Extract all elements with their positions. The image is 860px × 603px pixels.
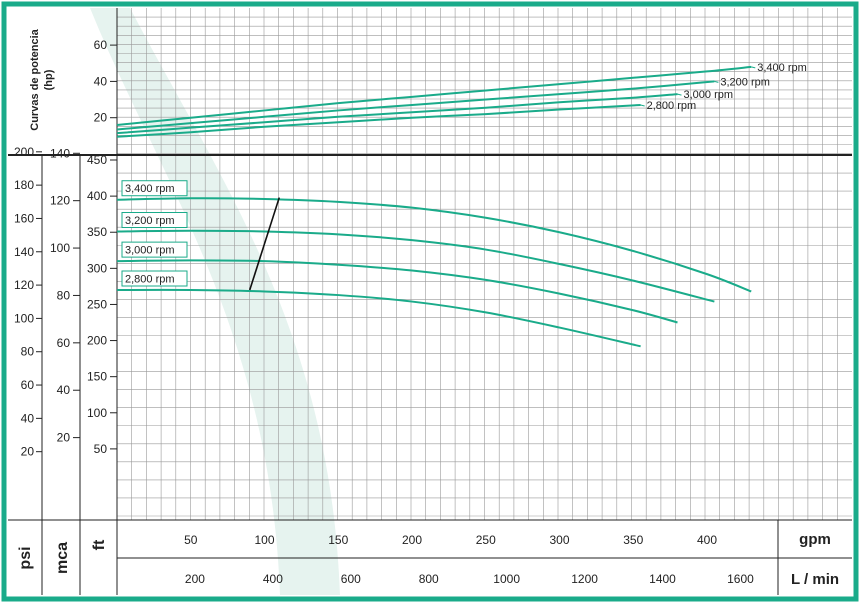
ft-tick-label: 450	[87, 153, 107, 167]
lmin-tick-label: 1400	[649, 572, 676, 586]
mca-tick-label: 80	[57, 288, 71, 302]
power-y-tick-label: 40	[94, 74, 108, 88]
power-y-tick-label: 20	[94, 111, 108, 125]
power-curve-leader	[677, 93, 682, 96]
mca-axis-label: mca	[54, 542, 71, 574]
head-curve-label-box	[121, 212, 188, 229]
psi-tick-label: 80	[21, 345, 35, 359]
power-axis-unit: (hp)	[43, 69, 55, 90]
gpm-tick-label: 200	[402, 533, 422, 547]
head-curve-label: 3,200 rpm	[125, 215, 175, 227]
lmin-axis-label: L / min	[791, 571, 839, 588]
gpm-tick-label: 250	[476, 533, 496, 547]
lmin-tick-label: 1600	[727, 572, 754, 586]
gpm-tick-label: 50	[184, 533, 198, 547]
ft-tick-label: 400	[87, 189, 107, 203]
ft-tick-label: 150	[87, 370, 107, 384]
power-curve-leader	[751, 66, 756, 69]
head-curve-3200	[116, 229, 715, 303]
head-curve-3400	[116, 197, 752, 293]
power-curve-3000	[116, 93, 678, 135]
psi-tick-label: 140	[14, 245, 34, 259]
chart-grid	[117, 8, 852, 520]
head-curve-label: 2,800 rpm	[125, 274, 175, 286]
power-curve-label: 3,400 rpm	[757, 62, 807, 74]
gpm-axis-label: gpm	[799, 531, 831, 548]
psi-axis-label: psi	[17, 546, 34, 569]
psi-tick-label: 40	[21, 411, 35, 425]
gpm-tick-label: 150	[328, 533, 348, 547]
head-curves: 3,400 rpm 3,200 rpm 3,000 rpm 2,800 rpm	[116, 180, 752, 348]
lmin-tick-label: 1200	[571, 572, 598, 586]
power-axis-title: Curvas de potencia	[29, 28, 41, 130]
lmin-tick-label: 800	[419, 572, 439, 586]
head-curve-label-box	[121, 270, 188, 287]
mca-tick-label: 140	[50, 146, 70, 160]
psi-tick-label: 200	[14, 145, 34, 159]
ft-axis-label: ft	[91, 539, 108, 550]
head-curve-label-box	[121, 241, 188, 258]
ft-tick-label: 100	[87, 406, 107, 420]
lmin-tick-label: 200	[185, 572, 205, 586]
mca-tick-label: 20	[57, 431, 71, 445]
mca-tick-label: 40	[57, 383, 71, 397]
psi-tick-label: 180	[14, 178, 34, 192]
power-y-tick-label: 60	[94, 38, 108, 52]
ft-tick-label: 50	[94, 442, 108, 456]
mca-tick-label: 100	[50, 241, 70, 255]
psi-tick-label: 160	[14, 211, 34, 225]
head-curve-label-box	[121, 180, 188, 197]
psi-tick-label: 120	[14, 278, 34, 292]
watermark-swoosh	[90, 8, 340, 595]
lmin-tick-label: 600	[341, 572, 361, 586]
ft-tick-label: 250	[87, 297, 107, 311]
power-curve-3200	[116, 80, 715, 131]
lmin-tick-label: 400	[263, 572, 283, 586]
gpm-tick-label: 400	[697, 533, 717, 547]
power-curve-2800	[116, 103, 641, 138]
efficiency-line	[248, 197, 281, 291]
psi-tick-label: 60	[21, 378, 35, 392]
mca-tick-label: 120	[50, 194, 70, 208]
gpm-tick-label: 300	[549, 533, 569, 547]
psi-tick-label: 100	[14, 311, 34, 325]
mca-tick-label: 60	[57, 336, 71, 350]
power-curve-label: 2,800 rpm	[647, 100, 697, 112]
ft-tick-label: 300	[87, 261, 107, 275]
psi-tick-label: 20	[21, 445, 35, 459]
power-curve-label: 3,200 rpm	[720, 76, 770, 88]
power-curve-leader	[640, 104, 645, 107]
head-curve-2800	[116, 288, 641, 348]
lmin-tick-label: 1000	[493, 572, 520, 586]
ft-tick-label: 350	[87, 225, 107, 239]
power-curve-leader	[714, 80, 719, 83]
gpm-tick-label: 100	[254, 533, 274, 547]
head-curve-label: 3,400 rpm	[125, 183, 175, 195]
head-curve-label: 3,000 rpm	[125, 245, 175, 257]
power-curve-3400	[116, 65, 752, 126]
power-curve-label: 3,000 rpm	[684, 89, 734, 101]
ft-tick-label: 200	[87, 334, 107, 348]
gpm-tick-label: 350	[623, 533, 643, 547]
axis-ticks: 20 40 60 50 100 150 200 250 300 350 400 450 20 40 60 80…	[14, 38, 754, 586]
head-curve-3000	[116, 259, 678, 324]
